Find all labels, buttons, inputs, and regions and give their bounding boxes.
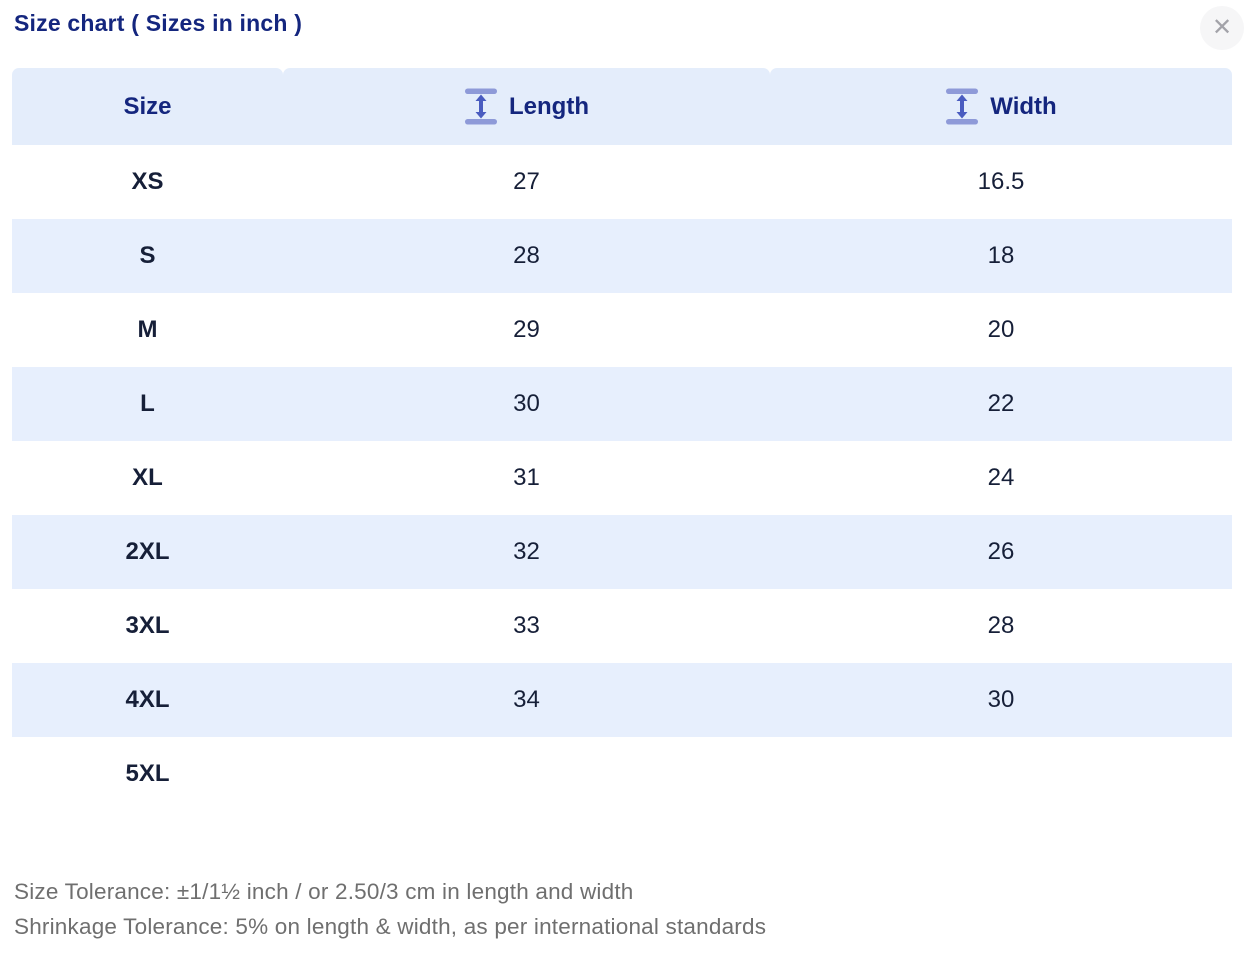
- width-cell: 20: [987, 316, 1015, 343]
- close-icon: ✕: [1211, 14, 1233, 41]
- close-button[interactable]: ✕: [1200, 6, 1244, 50]
- size-tolerance-note: Size Tolerance: ±1/1½ inch / or 2.50/3 c…: [14, 879, 634, 904]
- table-row: L 30 22: [12, 367, 1232, 441]
- size-cell: XL: [132, 464, 163, 491]
- column-header-width: Width: [770, 68, 1232, 145]
- size-cell: 4XL: [125, 686, 170, 713]
- width-cell: 22: [987, 390, 1015, 417]
- size-cell: 3XL: [125, 612, 170, 639]
- table-row: 4XL 34 30: [12, 663, 1232, 737]
- modal-header: Size chart ( Sizes in inch ) ✕: [0, 0, 1256, 50]
- length-cell: 27: [513, 168, 540, 195]
- width-cell: 28: [987, 612, 1015, 639]
- size-cell: L: [140, 390, 155, 417]
- length-cell: 29: [513, 316, 540, 343]
- column-header-length-label: Length: [509, 92, 589, 120]
- size-cell: S: [139, 242, 156, 269]
- size-cell: M: [137, 316, 158, 343]
- width-cell: 30: [987, 686, 1015, 713]
- size-chart-title: Size chart ( Sizes in inch ): [14, 10, 303, 36]
- column-header-length: Length: [283, 68, 770, 145]
- length-cell: 34: [513, 686, 540, 713]
- size-cell: 5XL: [125, 760, 170, 787]
- length-cell: 32: [513, 538, 540, 565]
- size-cell: 2XL: [125, 538, 170, 565]
- measure-vertical-icon: [946, 88, 979, 125]
- table-row: S 28 18: [12, 219, 1232, 293]
- size-cell: XS: [131, 168, 164, 195]
- width-cell: 24: [987, 464, 1015, 491]
- column-header-width-label: Width: [990, 92, 1057, 120]
- table-header-row: Size Length: [12, 68, 1232, 145]
- table-row: XL 31 24: [12, 441, 1232, 515]
- width-cell: 26: [987, 538, 1015, 565]
- table-row: 2XL 32 26: [12, 515, 1232, 589]
- width-cell: 16.5: [977, 168, 1025, 195]
- table-row: 5XL: [12, 737, 1232, 811]
- length-cell: 33: [513, 612, 540, 639]
- length-cell: 31: [513, 464, 540, 491]
- measure-vertical-icon: [465, 88, 497, 125]
- table-row: M 29 20: [12, 293, 1232, 367]
- column-header-size: Size: [12, 68, 283, 145]
- length-cell: 28: [513, 242, 540, 269]
- column-header-size-label: Size: [123, 92, 172, 120]
- length-cell: 30: [513, 390, 540, 417]
- size-chart-table: Size Length: [12, 68, 1232, 811]
- table-row: 3XL 33 28: [12, 589, 1232, 663]
- table-row: XS 27 16.5: [12, 145, 1232, 219]
- tolerance-notes: Size Tolerance: ±1/1½ inch / or 2.50/3 c…: [14, 874, 1242, 944]
- width-cell: 18: [987, 242, 1015, 269]
- shrinkage-tolerance-note: Shrinkage Tolerance: 5% on length & widt…: [14, 914, 767, 939]
